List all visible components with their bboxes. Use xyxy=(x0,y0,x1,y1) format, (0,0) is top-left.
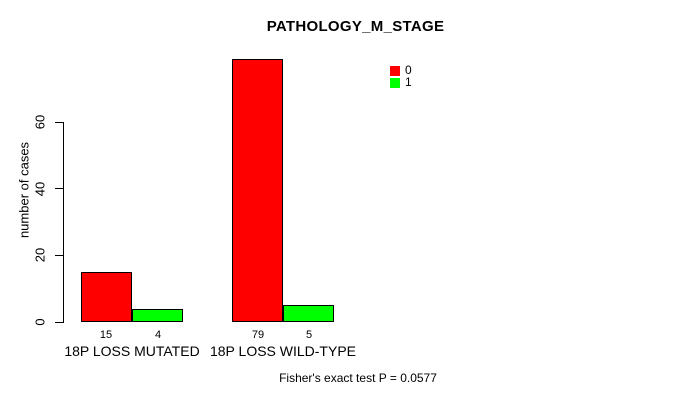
y-axis-line xyxy=(63,122,64,323)
y-axis-tick xyxy=(55,188,63,190)
bar-value-label: 79 xyxy=(251,329,265,341)
legend-label-0: 0 xyxy=(405,63,412,77)
bar-value-label: 15 xyxy=(99,329,113,341)
legend-item-1: 1 xyxy=(390,75,412,89)
y-axis-tick xyxy=(55,254,63,256)
legend-label-1: 1 xyxy=(405,75,412,89)
bar-series1-group2 xyxy=(283,305,334,322)
bar-value-label: 5 xyxy=(305,329,313,341)
legend-item-0: 0 xyxy=(390,63,412,77)
category-label-wild-type: 18P LOSS WILD-TYPE xyxy=(209,343,356,359)
y-axis-tick xyxy=(55,121,63,123)
bar-series1-group1 xyxy=(132,308,183,322)
y-axis-tick-label: 20 xyxy=(32,248,48,263)
bar-value-label: 4 xyxy=(154,329,162,341)
chart-title: PATHOLOGY_M_STAGE xyxy=(266,18,445,35)
y-axis-tick-label: 60 xyxy=(32,114,48,130)
y-axis-tick-label: 0 xyxy=(32,318,48,326)
legend-swatch-green-icon xyxy=(390,77,400,88)
bar-series0-group2 xyxy=(232,58,283,322)
y-axis-title: number of cases xyxy=(16,141,32,239)
fisher-test-annotation: Fisher's exact test P = 0.0577 xyxy=(279,371,437,385)
y-axis-tick xyxy=(55,321,63,323)
bar-series0-group1 xyxy=(81,272,132,322)
legend: 0 1 xyxy=(390,63,412,89)
y-axis-tick-label: 40 xyxy=(32,181,48,196)
category-label-mutated: 18P LOSS MUTATED xyxy=(64,343,200,359)
legend-swatch-red-icon xyxy=(390,65,400,76)
